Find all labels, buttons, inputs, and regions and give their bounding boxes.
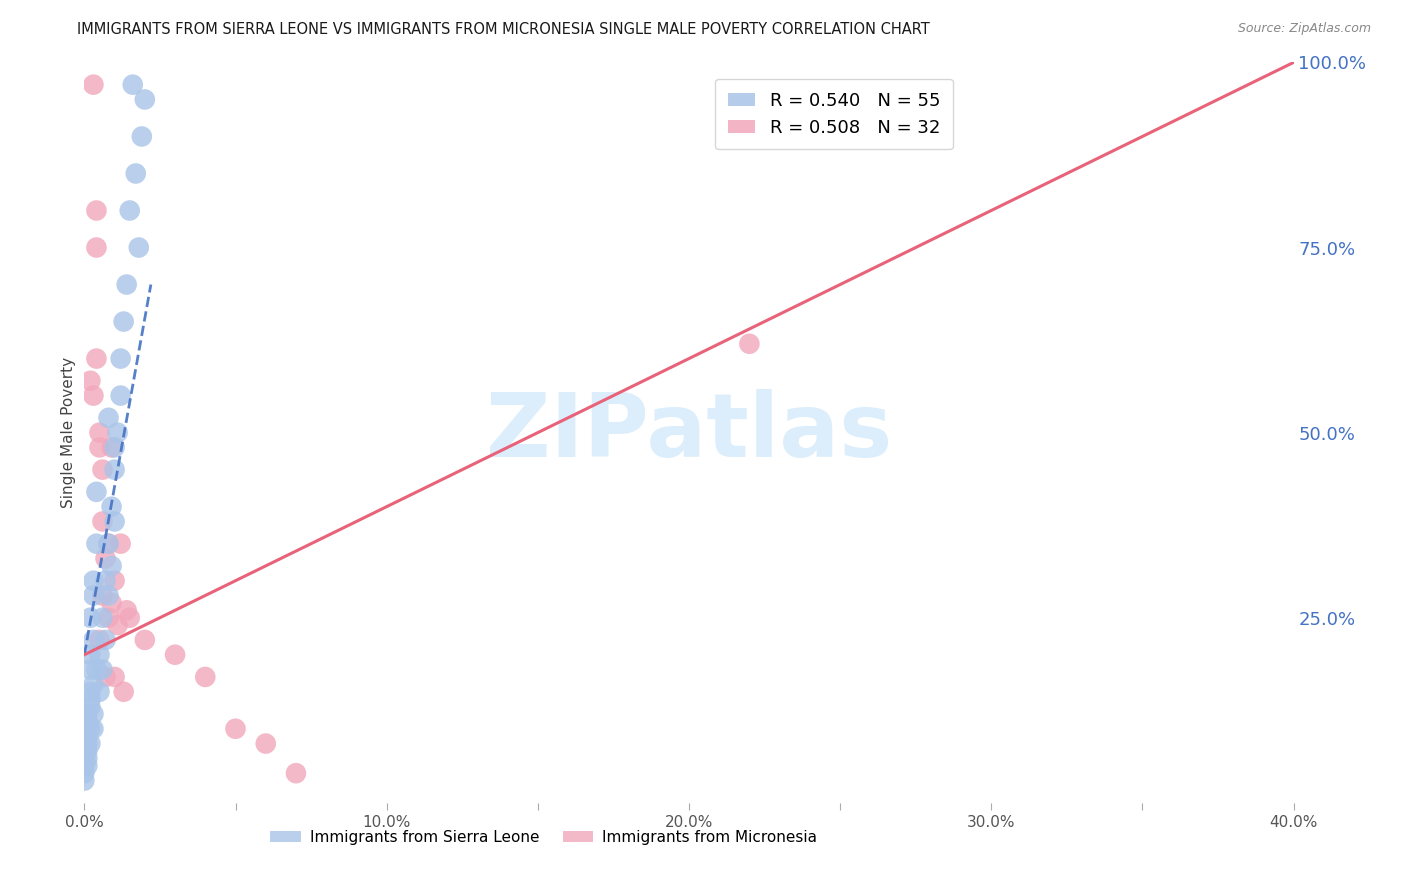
Point	[73, 766, 96, 780]
Point	[79, 648, 101, 662]
Point	[194, 670, 217, 684]
Point	[73, 773, 96, 788]
Point	[100, 500, 122, 514]
Point	[76, 751, 98, 765]
Point	[91, 515, 114, 529]
Point	[82, 632, 104, 647]
Point	[89, 425, 111, 440]
Point	[738, 336, 761, 351]
Point	[110, 536, 132, 550]
Point	[89, 648, 111, 662]
Text: IMMIGRANTS FROM SIERRA LEONE VS IMMIGRANTS FROM MICRONESIA SINGLE MALE POVERTY C: IMMIGRANTS FROM SIERRA LEONE VS IMMIGRAN…	[77, 22, 931, 37]
Point	[125, 166, 148, 180]
Point	[82, 78, 104, 92]
Point	[76, 729, 98, 743]
Point	[254, 737, 277, 751]
Point	[115, 277, 138, 292]
Point	[79, 692, 101, 706]
Point	[100, 441, 122, 455]
Point	[112, 685, 135, 699]
Point	[86, 663, 108, 677]
Point	[91, 589, 114, 603]
Point	[76, 714, 98, 729]
Point	[86, 484, 108, 499]
Point	[118, 610, 141, 624]
Point	[82, 677, 104, 691]
Point	[128, 240, 150, 255]
Point	[89, 632, 111, 647]
Point	[94, 551, 117, 566]
Point	[97, 589, 120, 603]
Point	[100, 558, 122, 573]
Point	[89, 685, 111, 699]
Point	[82, 388, 104, 402]
Point	[86, 240, 108, 255]
Point	[104, 462, 127, 476]
Point	[165, 648, 187, 662]
Point	[131, 129, 153, 144]
Point	[115, 603, 138, 617]
Point	[76, 744, 98, 758]
Point	[107, 425, 129, 440]
Point	[86, 203, 108, 218]
Point	[94, 632, 117, 647]
Point	[91, 462, 114, 476]
Point	[79, 685, 101, 699]
Y-axis label: Single Male Poverty: Single Male Poverty	[60, 357, 76, 508]
Text: Source: ZipAtlas.com: Source: ZipAtlas.com	[1237, 22, 1371, 36]
Point	[79, 722, 101, 736]
Point	[94, 574, 117, 588]
Point	[97, 410, 120, 425]
Point	[89, 441, 111, 455]
Point	[94, 670, 117, 684]
Point	[118, 203, 141, 218]
Point	[225, 722, 247, 736]
Point	[100, 596, 122, 610]
Point	[110, 351, 132, 366]
Point	[79, 610, 101, 624]
Point	[107, 618, 129, 632]
Point	[79, 663, 101, 677]
Point	[79, 374, 101, 388]
Point	[285, 766, 308, 780]
Point	[104, 515, 127, 529]
Point	[97, 536, 120, 550]
Point	[73, 744, 96, 758]
Point	[73, 758, 96, 772]
Point	[121, 78, 143, 92]
Point	[76, 706, 98, 721]
Point	[86, 536, 108, 550]
Point	[82, 722, 104, 736]
Point	[76, 758, 98, 772]
Legend: Immigrants from Sierra Leone, Immigrants from Micronesia: Immigrants from Sierra Leone, Immigrants…	[264, 823, 824, 851]
Point	[82, 574, 104, 588]
Point	[79, 699, 101, 714]
Point	[134, 92, 156, 106]
Point	[76, 737, 98, 751]
Point	[112, 314, 135, 328]
Point	[104, 441, 127, 455]
Point	[82, 589, 104, 603]
Point	[104, 574, 127, 588]
Point	[97, 610, 120, 624]
Text: ZIPatlas: ZIPatlas	[486, 389, 891, 476]
Point	[76, 722, 98, 736]
Point	[110, 388, 132, 402]
Point	[86, 351, 108, 366]
Point	[91, 610, 114, 624]
Point	[104, 670, 127, 684]
Point	[91, 663, 114, 677]
Point	[82, 706, 104, 721]
Point	[79, 737, 101, 751]
Point	[97, 536, 120, 550]
Point	[73, 751, 96, 765]
Point	[134, 632, 156, 647]
